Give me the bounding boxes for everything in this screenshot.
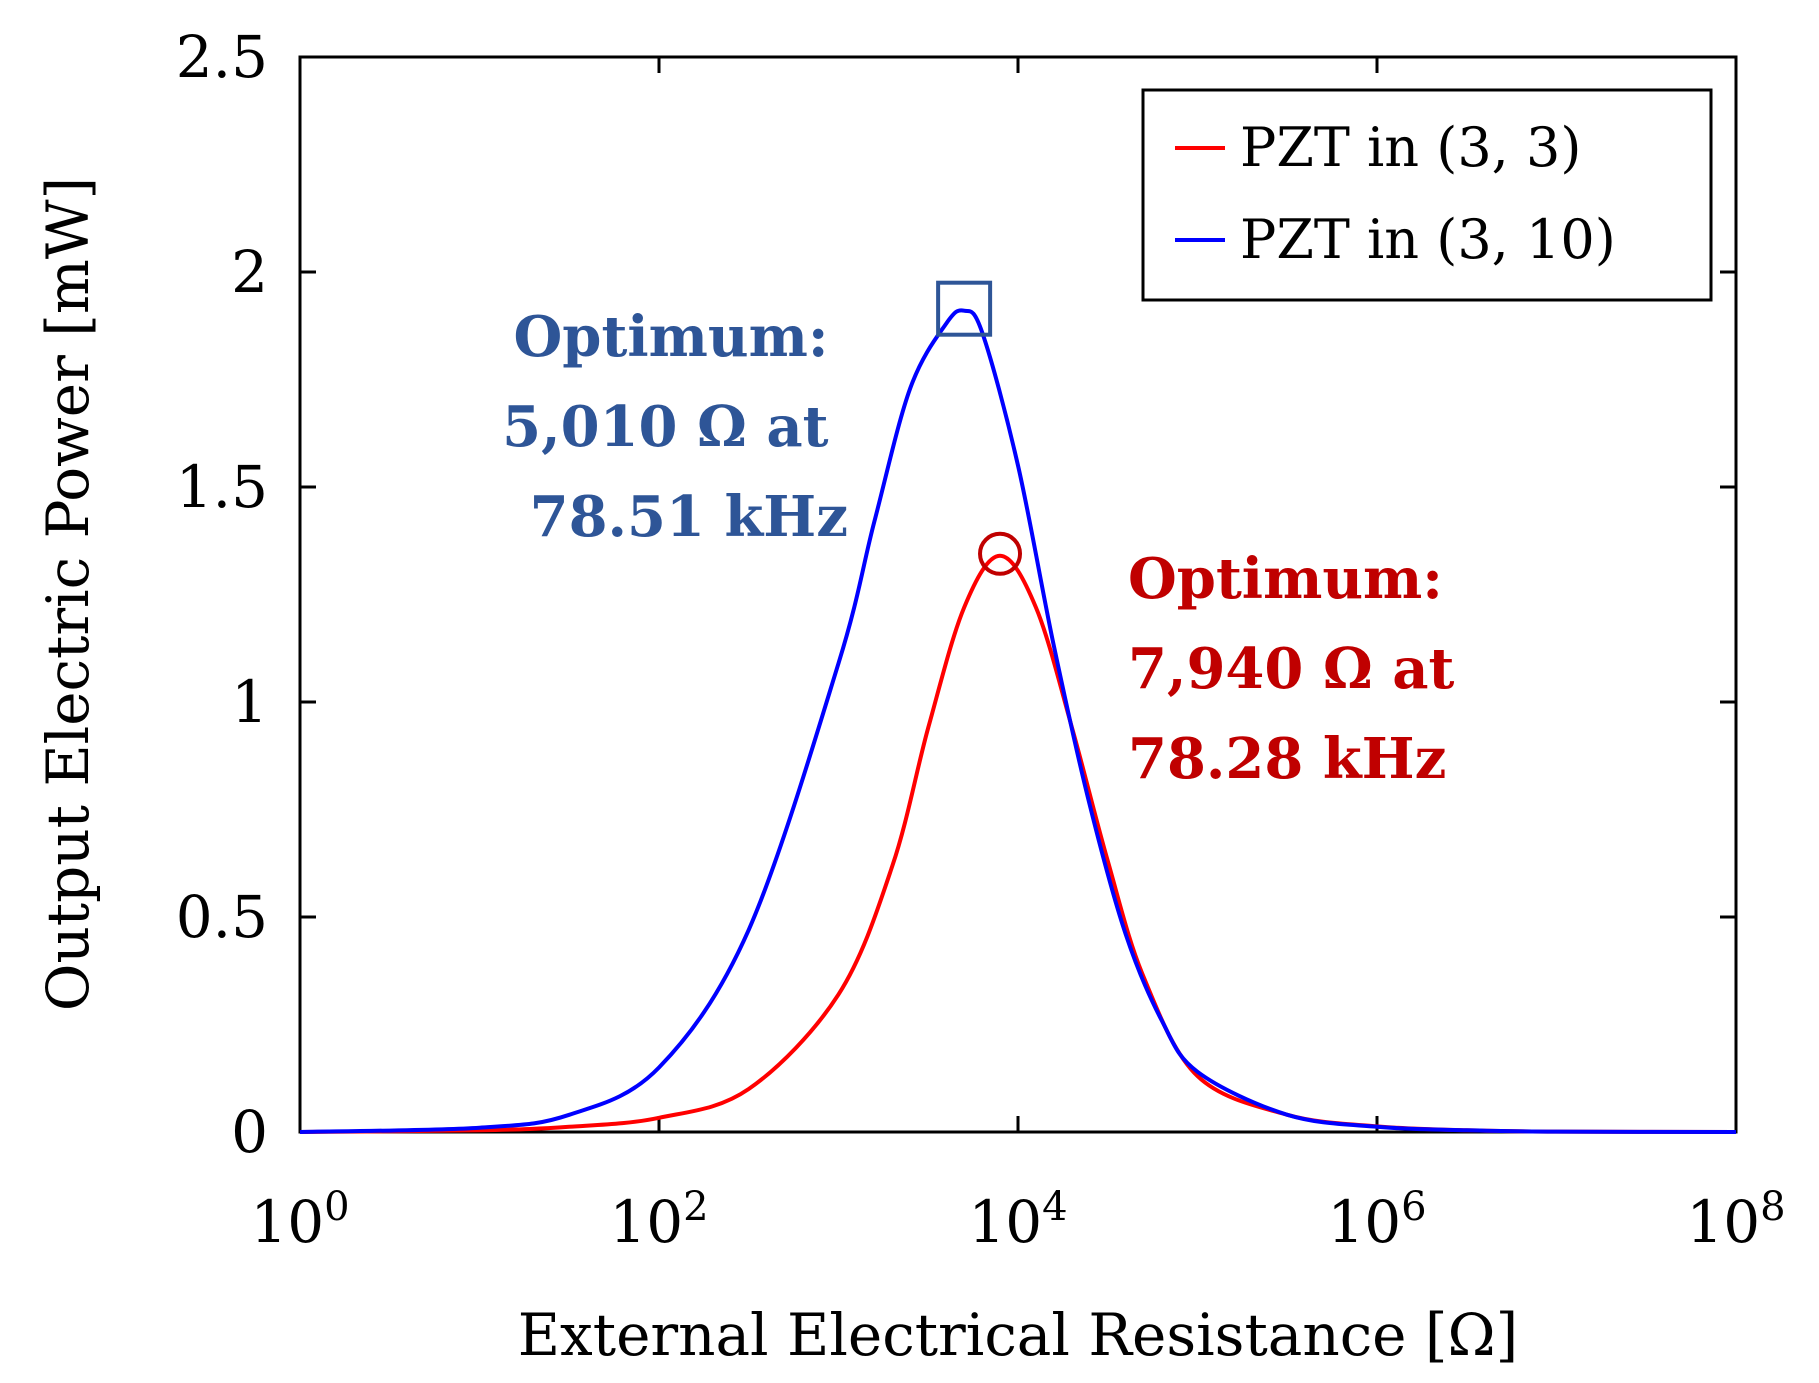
series-line-pzt-in-3-3: [299, 553, 1737, 1134]
series-line-pzt-in-3-10: [299, 308, 1737, 1134]
y-tick-label: 0: [231, 1098, 268, 1166]
x-tick-label: 104: [968, 1184, 1067, 1256]
y-tick-label: 1: [231, 668, 268, 736]
axis-ticks: [298, 55, 1738, 1134]
x-tick-labels: 100 102 104 106 108: [250, 1184, 1785, 1256]
y-tick-label: 0.5: [176, 883, 268, 951]
x-tick-label: 100: [250, 1184, 349, 1256]
annotation-blue-line-3: 78.51 kHz: [530, 484, 848, 550]
y-tick-label: 1.5: [176, 453, 268, 521]
x-tick-label: 102: [609, 1184, 708, 1256]
annotation-blue: Optimum: 5,010 Ω at 78.51 kHz: [502, 304, 848, 550]
x-axis-label: External Electrical Resistance [Ω]: [518, 1301, 1519, 1369]
y-tick-labels: 0 0.5 1 1.5 2 2.5: [176, 23, 268, 1166]
annotation-blue-line-2: 5,010 Ω at: [502, 394, 828, 460]
annotation-red-line-2: 7,940 Ω at: [1128, 636, 1454, 702]
series-lines: [299, 308, 1737, 1134]
legend-label-pzt-3-10: PZT in (3, 10): [1240, 208, 1616, 271]
legend-label-pzt-3-3: PZT in (3, 3): [1240, 116, 1581, 179]
annotation-red: Optimum: 7,940 Ω at 78.28 kHz: [1128, 546, 1474, 792]
y-tick-label: 2: [231, 238, 268, 306]
y-tick-label: 2.5: [176, 23, 268, 91]
y-axis-label: Output Electric Power [mW]: [34, 177, 102, 1011]
legend: PZT in (3, 3) PZT in (3, 10): [1141, 88, 1713, 302]
peak-marker-pzt-in-3-3: [978, 531, 1023, 576]
annotation-red-line-1: Optimum:: [1128, 546, 1443, 612]
legend-box: [1141, 88, 1713, 302]
peak-markers: [936, 280, 1023, 576]
annotation-red-line-3: 78.28 kHz: [1128, 726, 1446, 792]
annotation-blue-line-1: Optimum:: [514, 304, 829, 370]
x-tick-label: 108: [1686, 1184, 1785, 1256]
peak-marker-pzt-in-3-10: [936, 280, 993, 337]
x-tick-label: 106: [1327, 1184, 1426, 1256]
